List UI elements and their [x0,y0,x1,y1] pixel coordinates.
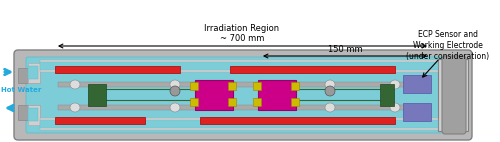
Bar [291,82,299,90]
Ellipse shape [70,103,80,112]
Bar [253,98,261,106]
Bar [291,98,299,106]
Text: Hot Water: Hot Water [1,87,42,93]
FancyBboxPatch shape [26,57,450,133]
Ellipse shape [170,103,180,112]
FancyBboxPatch shape [442,56,466,134]
Bar [18,105,40,120]
Circle shape [170,86,180,96]
Bar [18,68,40,83]
Ellipse shape [390,80,400,89]
Bar [195,80,233,110]
Bar [228,82,236,90]
FancyBboxPatch shape [14,50,472,140]
Circle shape [325,86,335,96]
Bar [228,98,236,106]
Bar [40,120,438,128]
Bar [28,66,38,79]
Bar [28,105,40,125]
Bar [190,82,198,90]
Bar [28,63,40,83]
Bar [40,60,438,72]
Ellipse shape [325,103,335,112]
Bar [40,118,438,130]
Bar [253,82,261,90]
Ellipse shape [70,80,80,89]
Ellipse shape [325,80,335,89]
Ellipse shape [390,103,400,112]
Bar [58,105,420,110]
Bar [258,80,296,110]
Text: ECP Sensor and
Working Electrode
(under consideration): ECP Sensor and Working Electrode (under … [406,30,490,61]
Bar [190,98,198,106]
Bar [403,103,431,121]
Bar [200,117,395,124]
Bar [438,59,468,131]
Bar [55,117,145,124]
Bar [403,75,431,93]
Bar [58,82,420,87]
Bar [40,62,438,70]
Text: Irradiation Region
~ 700 mm: Irradiation Region ~ 700 mm [204,24,280,43]
Bar [88,84,106,106]
Bar [28,108,38,121]
Bar [230,66,395,73]
Bar [380,84,394,106]
Bar [55,66,180,73]
Ellipse shape [170,80,180,89]
Text: 150 mm: 150 mm [328,45,362,54]
